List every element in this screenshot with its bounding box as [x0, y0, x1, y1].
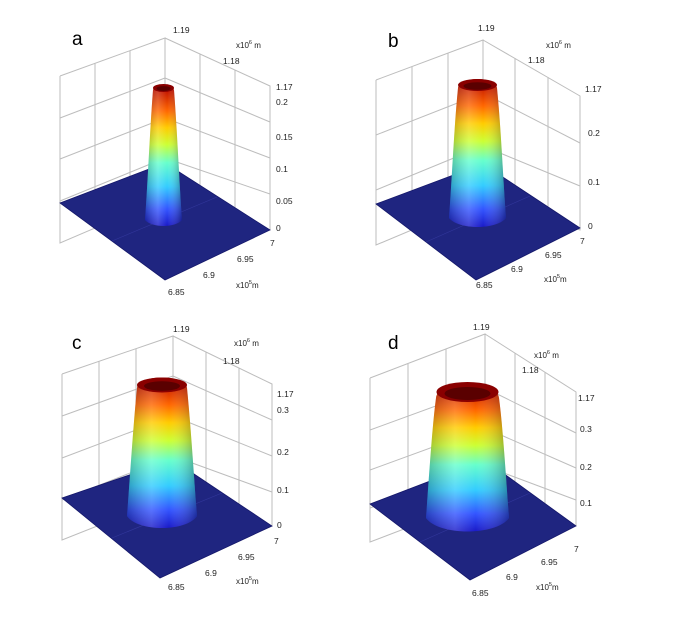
panel-d: d 1.19 x106 m 1.18 1.17 0.3 0.2 0.1 7 6.… — [352, 318, 622, 608]
peak-surface — [426, 382, 509, 532]
x-tick-label: 6.9 — [203, 270, 215, 280]
y-tick-label: 1.19 — [173, 25, 190, 35]
surface-plot-d: d 1.19 x106 m 1.18 1.17 0.3 0.2 0.1 7 6.… — [369, 322, 595, 598]
panel-letter: a — [72, 29, 83, 50]
x-tick-label: 6.95 — [237, 254, 254, 264]
y-unit-label: x106 m — [534, 350, 559, 360]
x-tick-label: 7 — [274, 536, 279, 546]
x-unit-label: x105m — [236, 280, 259, 290]
surface-plot-b: b 1.19 x106 m 1.18 1.17 0.2 0.1 0 7 6.95… — [375, 23, 602, 290]
x-unit-label: x105m — [544, 274, 567, 284]
grid-back-walls — [59, 37, 271, 244]
x-tick-label: 6.85 — [168, 582, 185, 592]
x-tick-label: 6.85 — [476, 280, 493, 290]
z-tick-label: 0 — [276, 223, 281, 233]
z-tick-label: 0.1 — [277, 485, 289, 495]
x-tick-label: 7 — [270, 238, 275, 248]
y-tick-label: 1.19 — [478, 23, 495, 33]
panel-c: c 1.19 x106 m 1.18 1.17 0.3 0.2 0.1 0 7 … — [40, 318, 310, 608]
x-tick-label: 6.85 — [472, 588, 489, 598]
x-tick-label: 6.9 — [511, 264, 523, 274]
y-unit-label: x106 m — [236, 40, 261, 50]
z-tick-label: 0.2 — [277, 447, 289, 457]
y-tick-label: 1.19 — [173, 324, 190, 334]
y-tick-label: 1.17 — [585, 84, 602, 94]
x-tick-label: 6.95 — [545, 250, 562, 260]
panel-b: b 1.19 x106 m 1.18 1.17 0.2 0.1 0 7 6.95… — [358, 18, 628, 308]
z-tick-label: 0.15 — [276, 132, 293, 142]
y-tick-label: 1.19 — [473, 322, 490, 332]
panel-letter: d — [388, 333, 399, 354]
x-unit-label: x105m — [236, 576, 259, 586]
y-tick-label: 1.18 — [223, 56, 240, 66]
y-tick-label: 1.18 — [223, 356, 240, 366]
surface-plot-c: c 1.19 x106 m 1.18 1.17 0.3 0.2 0.1 0 7 … — [61, 324, 294, 592]
y-unit-label: x106 m — [234, 338, 259, 348]
y-tick-label: 1.17 — [578, 393, 595, 403]
x-tick-label: 6.95 — [541, 557, 558, 567]
z-tick-label: 0.1 — [276, 164, 288, 174]
surface-plot-a: a 1.19 x106 m 1.18 1.17 0.2 0.15 0.1 0.0… — [59, 25, 293, 297]
z-tick-label: 0 — [277, 520, 282, 530]
y-tick-label: 1.17 — [276, 82, 293, 92]
peak-surface — [449, 79, 506, 227]
z-tick-label: 0.1 — [588, 177, 600, 187]
panel-a: a 1.19 x106 m 1.18 1.17 0.2 0.15 0.1 0.0… — [40, 18, 310, 308]
panel-letter: c — [72, 333, 82, 354]
y-unit-label: x106 m — [546, 40, 571, 50]
z-tick-label: 0.2 — [580, 462, 592, 472]
y-tick-label: 1.17 — [277, 389, 294, 399]
x-tick-label: 6.95 — [238, 552, 255, 562]
x-unit-label: x105m — [536, 582, 559, 592]
x-tick-label: 6.9 — [506, 572, 518, 582]
x-tick-label: 7 — [580, 236, 585, 246]
peak-surface — [127, 377, 197, 528]
z-tick-label: 0.3 — [277, 405, 289, 415]
z-tick-label: 0.3 — [580, 424, 592, 434]
z-tick-label: 0.1 — [580, 498, 592, 508]
y-tick-label: 1.18 — [528, 55, 545, 65]
z-tick-label: 0.2 — [276, 97, 288, 107]
panel-letter: b — [388, 31, 399, 52]
x-tick-label: 6.85 — [168, 287, 185, 297]
peak-surface — [145, 84, 182, 226]
x-tick-label: 7 — [574, 544, 579, 554]
z-tick-label: 0.2 — [588, 128, 600, 138]
y-tick-label: 1.18 — [522, 365, 539, 375]
z-tick-label: 0.05 — [276, 196, 293, 206]
x-tick-label: 6.9 — [205, 568, 217, 578]
z-tick-label: 0 — [588, 221, 593, 231]
